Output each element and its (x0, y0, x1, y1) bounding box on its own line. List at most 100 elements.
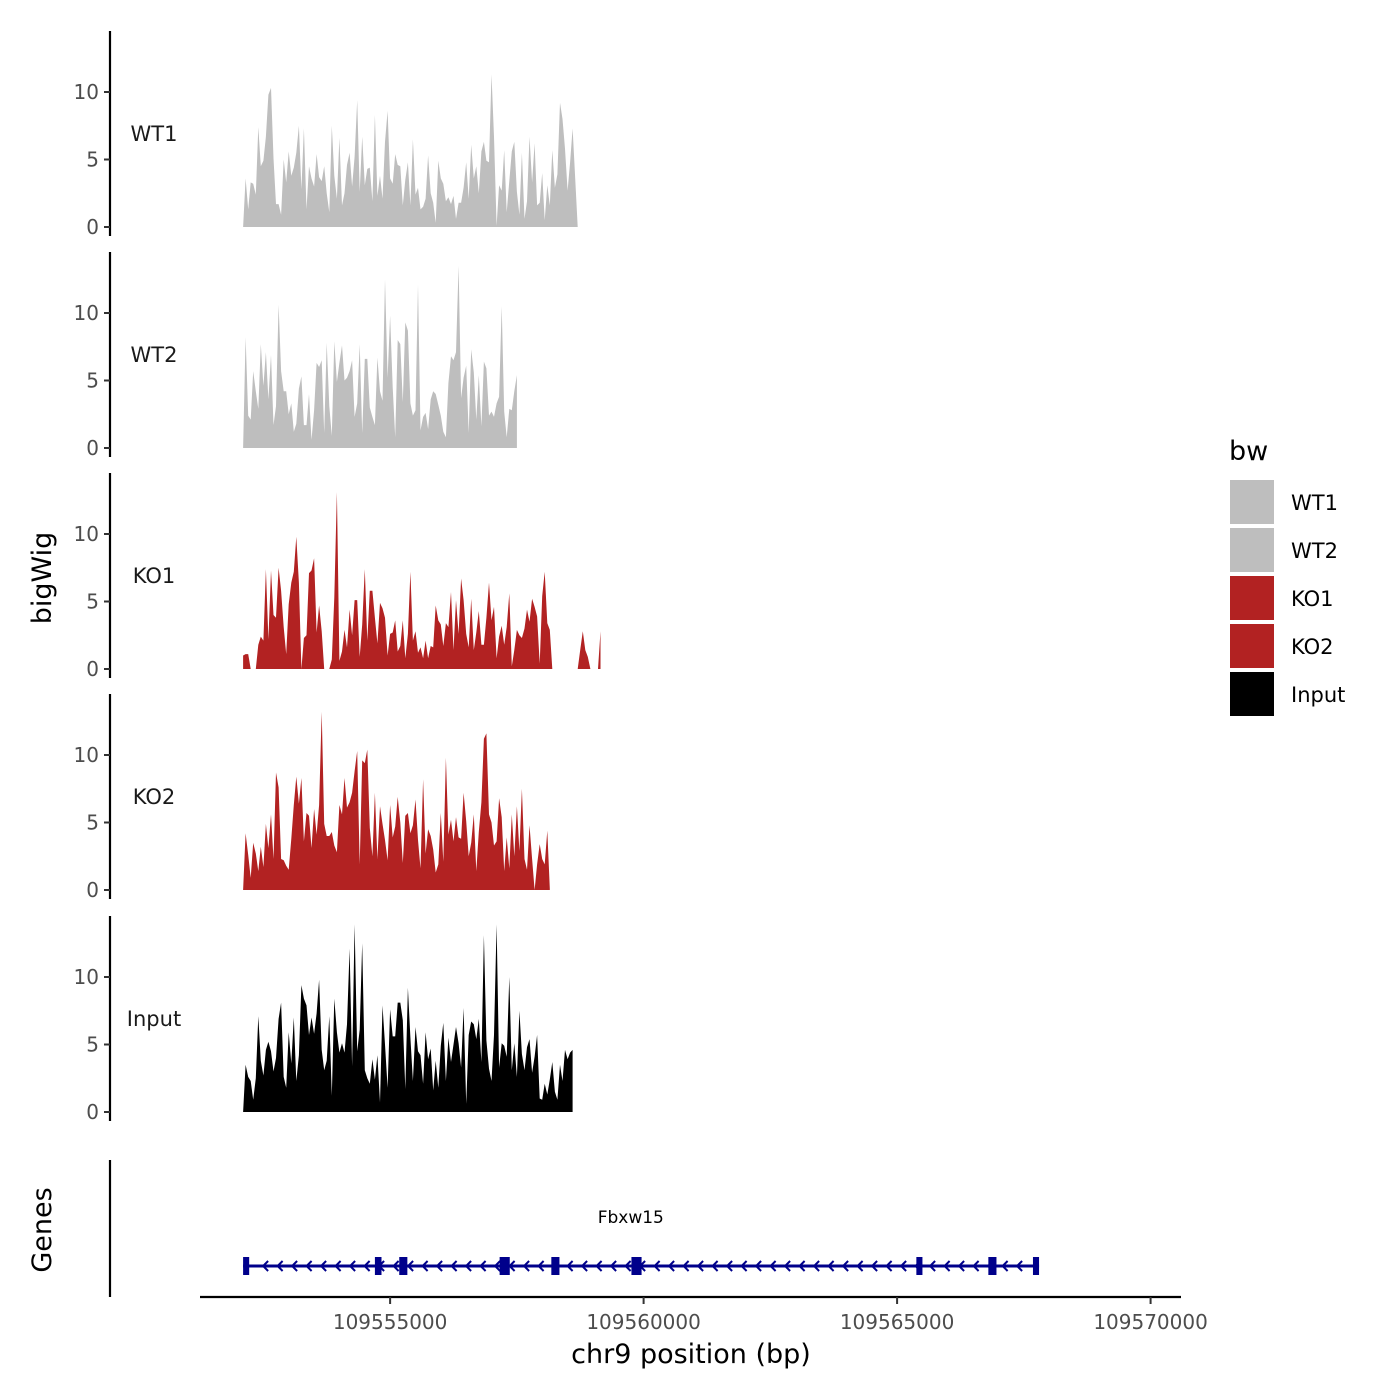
y-tick-label: 5 (86, 369, 99, 393)
coverage-area-ko1 (243, 492, 601, 669)
legend-label-ko1: KO1 (1291, 587, 1334, 611)
gene-track-panel: Fbxw15 (108, 1160, 1040, 1297)
y-tick-label: 0 (86, 215, 99, 239)
x-tick-label: 109560000 (586, 1310, 701, 1334)
gene-name-label: Fbxw15 (598, 1208, 664, 1228)
y-tick-label: 0 (86, 657, 99, 681)
x-tick-label: 109565000 (840, 1310, 955, 1334)
y-tick-label: 0 (86, 436, 99, 460)
strand-arrow (1001, 1260, 1009, 1272)
strand-arrow (682, 1260, 690, 1272)
exon-block (374, 1257, 382, 1275)
coverage-area-input (243, 924, 573, 1112)
legend: bw WT1 WT2 KO1 KO2 Input (1229, 436, 1345, 716)
strand-arrow (711, 1260, 719, 1272)
x-tick-label: 109555000 (333, 1310, 448, 1334)
strand-arrow (769, 1260, 777, 1272)
bigwig-tracks: 0 5 10 WT1 0 5 10 WT2 0 5 10 KO1 0 5 10 KO2 0 5 10 Input (74, 31, 601, 1124)
strand-arrow (464, 1260, 472, 1272)
strand-arrow (667, 1260, 675, 1272)
strand-arrow (595, 1260, 603, 1272)
strand-arrow (580, 1260, 588, 1272)
strand-arrow (305, 1260, 313, 1272)
track-wt2: 0 5 10 WT2 (74, 252, 517, 460)
strand-arrow (856, 1260, 864, 1272)
strand-arrow (609, 1260, 617, 1272)
strand-arrow (334, 1260, 342, 1272)
strand-arrow (841, 1260, 849, 1272)
strand-arrow (624, 1260, 632, 1272)
legend-swatch-wt2 (1230, 528, 1274, 572)
strand-arrow (319, 1260, 327, 1272)
track-wt1: 0 5 10 WT1 (74, 31, 578, 239)
strand-arrow (421, 1260, 429, 1272)
strand-arrow (261, 1260, 269, 1272)
legend-label-ko2: KO2 (1291, 635, 1334, 659)
exon-block (1032, 1257, 1040, 1275)
strand-arrow (972, 1260, 980, 1272)
legend-label-wt1: WT1 (1291, 491, 1338, 515)
strand-arrow (406, 1260, 414, 1272)
legend-label-input: Input (1291, 683, 1345, 707)
y-tick-label: 5 (86, 1033, 99, 1057)
y-axis-title: bigWig (27, 532, 58, 625)
strand-arrow (870, 1260, 878, 1272)
strand-arrow (885, 1260, 893, 1272)
exon-block (551, 1257, 560, 1275)
x-tick-label: 109570000 (1093, 1310, 1208, 1334)
strand-arrow (537, 1260, 545, 1272)
y-tick-label: 5 (86, 590, 99, 614)
exon-block (916, 1257, 923, 1275)
strand-arrow (943, 1260, 951, 1272)
track-ko2: 0 5 10 KO2 (74, 694, 550, 902)
strand-arrow (812, 1260, 820, 1272)
y-tick-label: 10 (74, 743, 99, 767)
exon-block (631, 1257, 642, 1275)
strand-arrow (435, 1260, 443, 1272)
exon-block (499, 1257, 510, 1275)
track-ko1: 0 5 10 KO1 (74, 473, 601, 681)
strand-arrow (798, 1260, 806, 1272)
y-tick-label: 10 (74, 80, 99, 104)
strand-arrow (450, 1260, 458, 1272)
y-tick-label: 10 (74, 522, 99, 546)
x-axis: 109555000 109560000 109565000 109570000 (200, 1295, 1208, 1334)
y-tick-label: 10 (74, 965, 99, 989)
coverage-area-wt2 (243, 265, 517, 448)
strand-arrow (348, 1260, 356, 1272)
exon-block (243, 1257, 250, 1275)
legend-swatch-input (1230, 672, 1274, 716)
legend-swatch-ko1 (1230, 576, 1274, 620)
y-tick-label: 5 (86, 148, 99, 172)
coverage-area-wt1 (243, 74, 578, 228)
strand-arrow (392, 1260, 400, 1272)
track-input: 0 5 10 Input (74, 916, 573, 1124)
strand-arrow (1015, 1260, 1023, 1272)
strand-arrow (566, 1260, 574, 1272)
strand-arrow (928, 1260, 936, 1272)
strand-arrow (725, 1260, 733, 1272)
legend-swatch-ko2 (1230, 624, 1274, 668)
strand-arrow (957, 1260, 965, 1272)
coverage-area-ko2 (243, 711, 550, 890)
track-label-wt2: WT2 (131, 343, 178, 367)
strand-arrow (363, 1260, 371, 1272)
strand-arrow (653, 1260, 661, 1272)
exon-block (988, 1257, 997, 1275)
track-label-wt1: WT1 (131, 122, 178, 146)
track-label-input: Input (127, 1007, 181, 1031)
legend-title: bw (1229, 436, 1268, 467)
strand-arrow (290, 1260, 298, 1272)
legend-swatch-wt1 (1230, 480, 1274, 524)
strand-arrow (754, 1260, 762, 1272)
strand-arrow (696, 1260, 704, 1272)
strand-arrow (479, 1260, 487, 1272)
strand-arrow (276, 1260, 284, 1272)
track-label-ko2: KO2 (133, 785, 176, 809)
genes-axis-title: Genes (27, 1187, 58, 1272)
y-tick-label: 0 (86, 1100, 99, 1124)
strand-arrow (522, 1260, 530, 1272)
track-label-ko1: KO1 (133, 564, 176, 588)
strand-arrow (899, 1260, 907, 1272)
